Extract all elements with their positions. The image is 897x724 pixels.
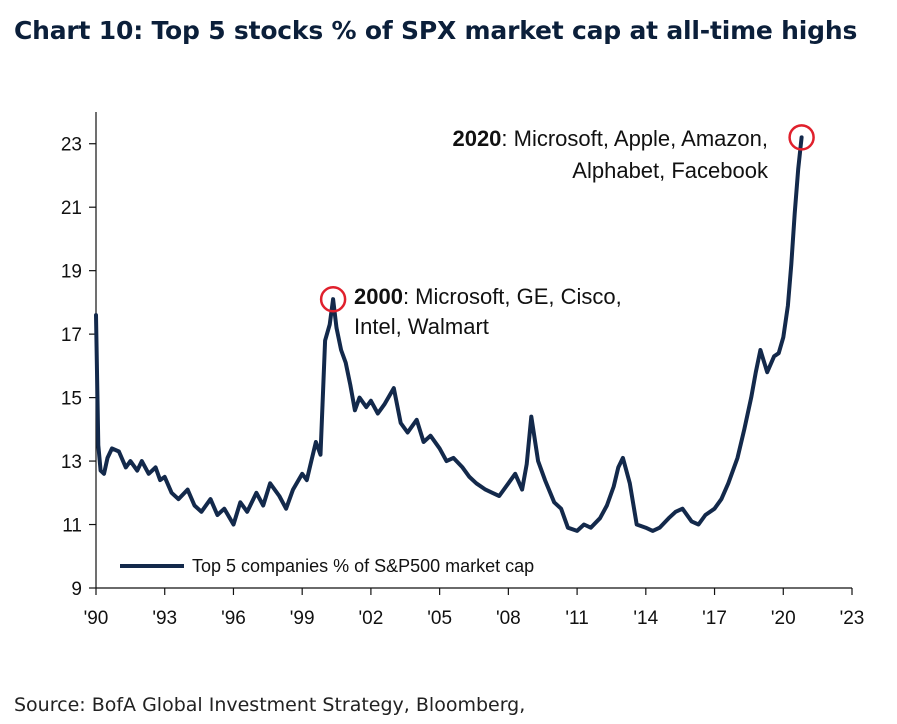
chart-annotations: 2000: Microsoft, GE, Cisco, Intel, Walmar… xyxy=(319,124,815,339)
y-tick-label: 23 xyxy=(61,135,82,156)
x-tick-label: '20 xyxy=(771,608,796,629)
y-tick-label: 21 xyxy=(61,198,82,219)
line-chart: 9 11 13 15 17 19 21 23 '90 '93 '96 '99 '02 '05 '08 '11… xyxy=(61,112,865,629)
peak-2020-circle xyxy=(788,124,815,151)
y-tick-label: 17 xyxy=(61,325,82,346)
y-axis-ticks: 9 11 13 15 17 19 21 23 xyxy=(61,135,96,600)
annotation-2000-line1: 2000: Microsoft, GE, Cisco, xyxy=(354,284,622,309)
chart-title: Chart 10: Top 5 stocks % of SPX market c… xyxy=(14,16,858,45)
y-tick-label: 13 xyxy=(61,452,82,473)
annotation-2000-line2: Intel, Walmart xyxy=(354,314,489,339)
x-tick-label: '02 xyxy=(359,608,384,629)
peak-2000-circle xyxy=(319,285,347,313)
chart-legend: Top 5 companies % of S&P500 market cap xyxy=(120,556,534,576)
y-tick-label: 9 xyxy=(71,579,82,600)
y-tick-label: 15 xyxy=(61,389,82,410)
legend-label: Top 5 companies % of S&P500 market cap xyxy=(192,556,534,576)
annotation-2020-line2: Alphabet, Facebook xyxy=(572,158,769,183)
x-tick-label: '99 xyxy=(290,608,315,629)
source-note: Source: BofA Global Investment Strategy,… xyxy=(14,694,526,716)
annotation-2020-line1: 2020: Microsoft, Apple, Amazon, xyxy=(452,126,768,151)
chart-axes xyxy=(95,112,852,589)
x-tick-label: '93 xyxy=(152,608,177,629)
x-tick-label: '17 xyxy=(702,608,727,629)
y-tick-label: 19 xyxy=(61,262,82,283)
x-tick-label: '05 xyxy=(427,608,452,629)
x-tick-label: '11 xyxy=(565,608,588,629)
x-tick-label: '96 xyxy=(221,608,246,629)
chart-series xyxy=(94,135,804,533)
x-tick-label: '23 xyxy=(840,608,865,629)
y-tick-label: 11 xyxy=(62,516,82,537)
x-tick-label: '14 xyxy=(633,608,658,629)
x-tick-label: '90 xyxy=(84,608,109,629)
x-tick-label: '08 xyxy=(496,608,521,629)
x-axis-ticks: '90 '93 '96 '99 '02 '05 '08 '11 '14 '17 '20 '23 xyxy=(84,588,865,629)
series-line xyxy=(94,135,804,533)
